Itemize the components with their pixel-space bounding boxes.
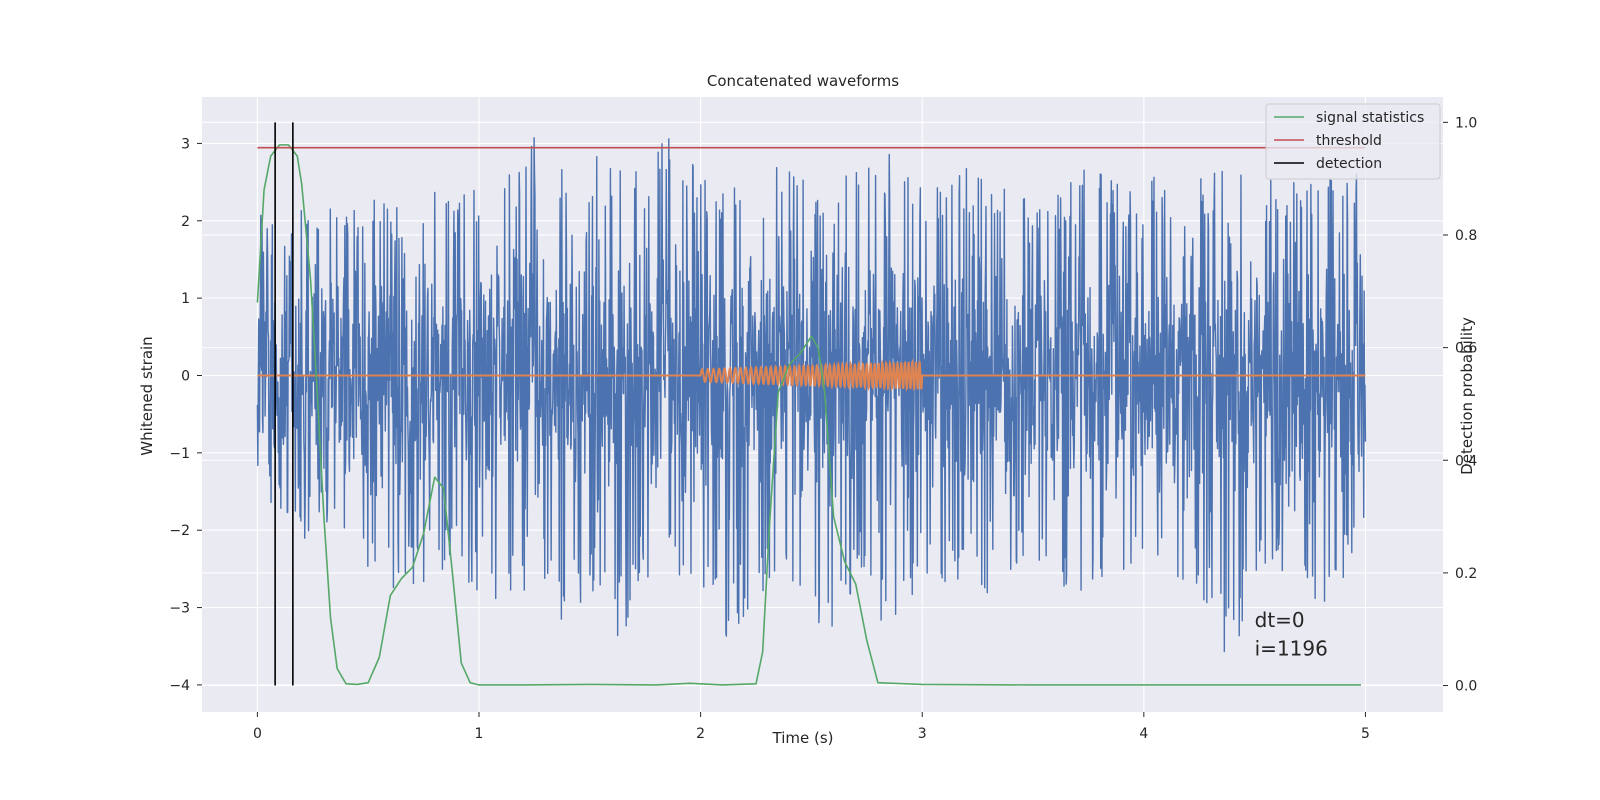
x-tick-label: 2 — [696, 726, 705, 742]
y-tick-label: 3 — [181, 136, 190, 152]
x-tick-label: 1 — [475, 726, 484, 742]
annotation-dt: dt=0 — [1255, 608, 1305, 632]
y-right-tick-label: 0.8 — [1455, 228, 1477, 244]
y-right-tick-label: 0.0 — [1455, 679, 1477, 695]
x-tick-label: 3 — [918, 726, 927, 742]
detection-series — [274, 122, 294, 686]
annotation-index: i=1196 — [1255, 637, 1328, 661]
legend-box — [1265, 103, 1441, 180]
legend-label-detection: detection — [1316, 156, 1382, 172]
y-right-tick-label: 0.6 — [1455, 341, 1477, 357]
x-tick-label: 0 — [253, 726, 262, 742]
y-axis-left: 3 2 1 0 −1 −2 −3 −4 — [169, 136, 202, 694]
legend-label-statistics: signal statistics — [1316, 110, 1424, 126]
noise-series — [256, 137, 1367, 653]
legend-label-threshold: threshold — [1316, 133, 1382, 149]
y-right-tick-label: 1.0 — [1455, 115, 1477, 131]
y-right-tick-label: 0.2 — [1455, 566, 1477, 582]
x-axis-title: Time (s) — [772, 729, 834, 747]
statistics-series — [256, 144, 1362, 686]
injected-signal-series — [257, 358, 1366, 392]
legend: signal statistics threshold detection — [1265, 103, 1441, 180]
statistics-line — [256, 144, 1362, 686]
x-tick-label: 5 — [1361, 726, 1370, 742]
x-axis: 0 1 2 3 4 5 — [253, 712, 1370, 742]
y-tick-label: 0 — [181, 368, 190, 384]
y-tick-label: −3 — [169, 601, 190, 617]
x-tick-label: 4 — [1139, 726, 1148, 742]
y-tick-label: −2 — [169, 523, 190, 539]
y-right-tick-label: 0.4 — [1455, 453, 1477, 469]
y-axis-right-title: Detection probability — [1458, 317, 1476, 475]
y-tick-label: −1 — [169, 446, 190, 462]
y-tick-label: 2 — [181, 214, 190, 230]
noise-line — [256, 137, 1367, 653]
injected-signal-line — [257, 358, 1366, 392]
y-axis-right: 1.0 0.8 0.6 0.4 0.2 0.0 — [1443, 115, 1477, 695]
chart-title: Concatenated waveforms — [707, 72, 899, 90]
y-tick-label: 1 — [181, 291, 190, 307]
y-axis-title: Whitened strain — [138, 336, 156, 455]
y-tick-label: −4 — [169, 678, 190, 694]
